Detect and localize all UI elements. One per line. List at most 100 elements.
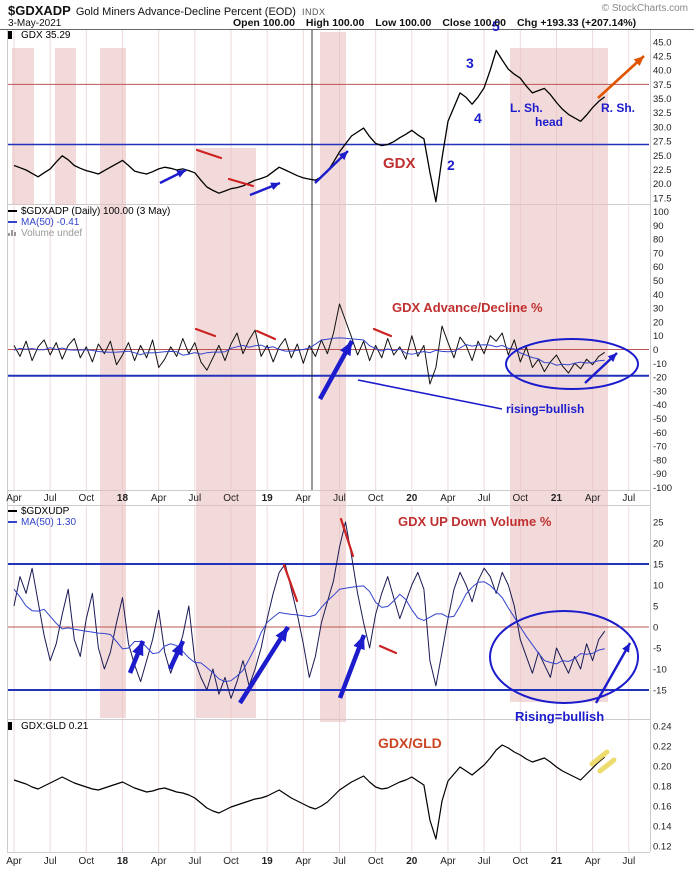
annotation-text: GDX UP Down Volume %: [398, 514, 552, 529]
blue-arrow-icon: [249, 181, 281, 197]
y-axis-label: 22.5: [653, 165, 672, 176]
highlight-band: [12, 48, 34, 205]
legend-label: $GDXADP (Daily) 100.00 (3 May): [21, 206, 170, 217]
y-axis-label: 25: [653, 517, 664, 528]
y-axis-label: -30: [653, 386, 667, 397]
y-axis-label: -20: [653, 373, 667, 384]
x-axis-label: Jul: [478, 493, 491, 504]
x-axis-label: Apr: [440, 856, 456, 867]
y-axis-label: -60: [653, 428, 667, 439]
volume-bars-icon: [14, 232, 16, 236]
y-axis-label: 10: [653, 580, 664, 591]
y-axis-label: 90: [653, 221, 664, 232]
highlighter-mark: [597, 757, 617, 774]
highlighter-mark: [589, 749, 610, 767]
x-axis-label: Jul: [333, 856, 346, 867]
y-axis-label: -50: [653, 414, 667, 425]
x-axis-label: 20: [406, 856, 418, 867]
series-gdx-price: [13, 49, 606, 203]
x-axis-label: 21: [551, 493, 563, 504]
quote-row: 3-May-2021 Open 100.00 High 100.00 Low 100.…: [8, 17, 688, 29]
quote-open: Open 100.00: [233, 17, 295, 29]
x-axis-label: Apr: [151, 493, 167, 504]
annotation-text: 2: [447, 157, 455, 173]
x-axis-label: 19: [262, 493, 274, 504]
y-axis-label: 100: [653, 207, 669, 218]
x-axis-label: 18: [117, 856, 129, 867]
x-axis-label: Apr: [585, 856, 601, 867]
y-axis-label: 20.0: [653, 179, 672, 190]
annotation-text: 4: [474, 110, 482, 126]
quote-chg: Chg +193.33 (+207.14%): [517, 17, 636, 29]
y-axis-label: 27.5: [653, 137, 672, 148]
x-axis-label: Jul: [188, 856, 201, 867]
trendline-segment: [255, 329, 277, 341]
blue-arrow-icon: [238, 625, 290, 705]
y-axis-label: -40: [653, 400, 667, 411]
title-row: $GDXADP Gold Miners Advance-Decline Perce…: [8, 2, 688, 20]
blue-arrow-icon: [318, 339, 354, 401]
x-axis-label: 20: [406, 493, 418, 504]
trendline-segment: [378, 644, 398, 655]
y-axis-label: 0.20: [653, 762, 672, 773]
x-axis-label: Jul: [188, 493, 201, 504]
x-axis-label: Apr: [296, 493, 312, 504]
x-axis-label: Jul: [622, 856, 635, 867]
chart-title: Gold Miners Advance-Decline Percent (EOD…: [75, 6, 296, 18]
x-axis-label: Jul: [44, 856, 57, 867]
x-axis-label: Oct: [223, 493, 239, 504]
y-axis-label: 40: [653, 290, 664, 301]
quote-value: 100.00: [262, 17, 295, 29]
x-axis-label: 18: [117, 493, 129, 504]
x-axis-label: 19: [262, 856, 274, 867]
y-axis-label: 70: [653, 248, 664, 259]
chart-date: 3-May-2021: [8, 18, 62, 29]
quote-label: Close: [442, 17, 471, 29]
blue-arrow-icon: [337, 634, 367, 699]
legend-label: GDX:GLD 0.21: [21, 721, 89, 732]
quote-close: Close 100.00: [442, 17, 506, 29]
quote-value: 100.00: [473, 17, 507, 29]
ma-line-gdxudp: [13, 581, 605, 683]
candlestick-icon: [8, 31, 12, 39]
trendline-segment: [194, 327, 217, 338]
y-axis-label: -10: [653, 359, 667, 370]
x-axis-label: Apr: [151, 856, 167, 867]
y-axis-label: 0.14: [653, 822, 672, 833]
y-axis-label: 20: [653, 538, 664, 549]
y-axis-label: 5: [653, 601, 658, 612]
x-axis-label: Apr: [296, 856, 312, 867]
blue-arrow-icon: [584, 352, 618, 384]
y-axis-label: 10: [653, 331, 664, 342]
y-axis-label: 15: [653, 559, 664, 570]
blue-arrow-icon: [594, 642, 632, 704]
quote-value: +193.33 (+207.14%): [540, 17, 637, 29]
x-axis-label: Oct: [223, 856, 239, 867]
y-axis-label: -5: [653, 644, 661, 655]
x-axis-label: Apr: [440, 493, 456, 504]
ellipse-annotation: [489, 610, 639, 704]
copyright-label: © StockCharts.com: [601, 3, 688, 14]
x-axis-label: Jul: [622, 493, 635, 504]
y-axis-label: 50: [653, 276, 664, 287]
chart-header: $GDXADP Gold Miners Advance-Decline Perce…: [0, 0, 694, 30]
x-axis-label: Apr: [6, 856, 22, 867]
y-axis-label: -15: [653, 686, 667, 697]
y-axis-label: 32.5: [653, 108, 672, 119]
y-axis-label: -70: [653, 442, 667, 453]
y-axis-label: 0: [653, 345, 658, 356]
highlight-band: [55, 48, 76, 205]
trendline-segment: [227, 177, 255, 188]
x-axis-label: 21: [551, 856, 563, 867]
blue-arrow-icon: [127, 640, 146, 674]
series-gdxudp: [13, 521, 606, 699]
y-axis-label: 40.0: [653, 66, 672, 77]
y-axis-label: 0.18: [653, 782, 672, 793]
annotation-text: 5: [492, 18, 500, 34]
legend-label: MA(50) 1.30: [21, 517, 76, 528]
quote-value: 100.00: [332, 17, 365, 29]
quote-label: Chg: [516, 17, 538, 29]
legend-label: GDX 35.29: [21, 30, 71, 41]
quote-label: High: [305, 17, 330, 29]
